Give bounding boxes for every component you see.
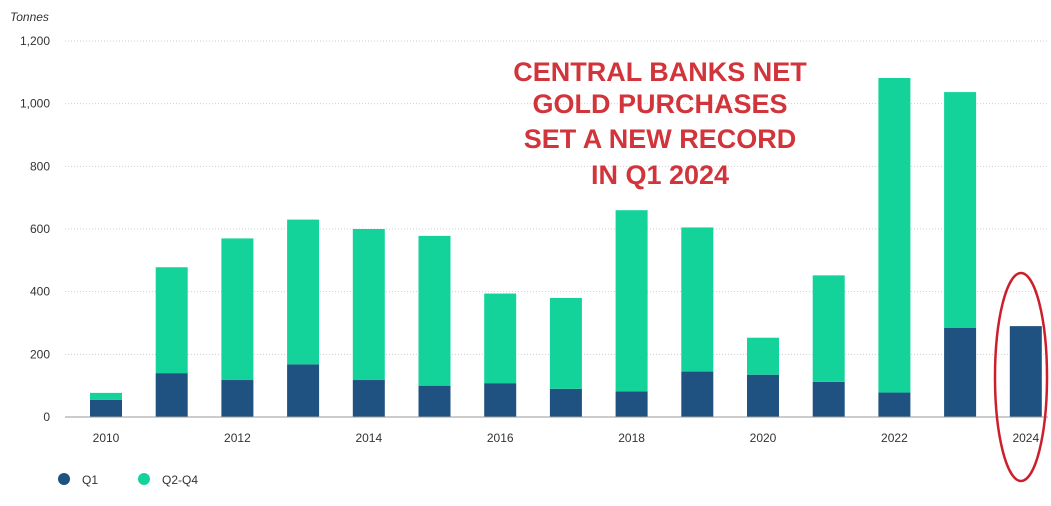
x-tick-label: 2020 [750,431,777,445]
x-axis-ticks: 2010 2012 2014 2016 2018 2020 2022 2024 [93,431,1040,445]
bar-2022-q1 [878,392,911,417]
bar-2015-q2-q4 [418,235,451,386]
annotation-line-3: SET A NEW RECORD [524,124,797,154]
highlight-ellipse-2024 [993,271,1049,483]
bar-2013-q1 [287,364,320,417]
bar-2011-q2-q4 [155,267,188,374]
bar-2014-q2-q4 [352,229,385,381]
bar-2010-q2-q4 [90,392,122,400]
bar-2022-q2-q4 [878,77,911,393]
bar-2014-q1 [352,380,385,417]
y-axis-ticks: 0 200 400 600 800 1,000 1,200 [20,34,50,424]
x-tick-label: 2022 [881,431,908,445]
bar-2017-q1 [549,388,582,417]
bar-2011-q1 [155,373,188,417]
y-tick-label: 200 [30,347,50,361]
unit-label: Tonnes [10,10,49,24]
bar-2012-q1 [221,380,254,417]
bar-2021-q1 [812,381,845,417]
bar-2023-q2-q4 [944,92,977,328]
bar-2024-q1 [1009,326,1042,417]
bar-2018-q2-q4 [615,210,648,392]
y-tick-label: 600 [30,222,50,236]
bar-2015-q1 [418,385,451,417]
legend: Q1 Q2-Q4 [58,473,198,487]
bar-2017-q2-q4 [549,297,582,389]
annotation-line-4: IN Q1 2024 [591,160,729,190]
bar-2018-q1 [615,391,648,417]
bar-2016-q1 [484,383,517,417]
bar-2016-q2-q4 [484,293,517,384]
bar-2021-q2-q4 [812,275,845,382]
y-tick-label: 400 [30,285,50,299]
record-annotation: CENTRAL BANKS NET GOLD PURCHASES SET A N… [513,57,807,190]
x-tick-label: 2018 [618,431,645,445]
bar-2010-q1 [90,399,122,417]
bar-2023-q1 [944,327,977,417]
legend-label-q2-q4: Q2-Q4 [162,473,198,487]
bar-2012-q2-q4 [221,238,254,381]
legend-label-q1: Q1 [82,473,98,487]
legend-swatch-q2-q4 [138,473,150,485]
x-tick-label: 2012 [224,431,251,445]
bar-2020-q1 [747,374,779,417]
y-tick-label: 800 [30,159,50,173]
x-tick-label: 2024 [1012,431,1039,445]
annotation-line-2: GOLD PURCHASES [532,89,787,119]
bar-2019-q2-q4 [681,227,714,372]
x-tick-label: 2010 [93,431,120,445]
x-tick-label: 2016 [487,431,514,445]
y-tick-label: 0 [43,410,50,424]
y-tick-label: 1,000 [20,97,50,111]
x-tick-label: 2014 [355,431,382,445]
legend-swatch-q1 [58,473,70,485]
bar-2013-q2-q4 [287,219,320,365]
y-tick-label: 1,200 [20,34,50,48]
bars [90,77,1042,417]
bar-2019-q1 [681,371,714,417]
bar-2020-q2-q4 [747,337,779,375]
annotation-line-1: CENTRAL BANKS NET [513,57,807,87]
